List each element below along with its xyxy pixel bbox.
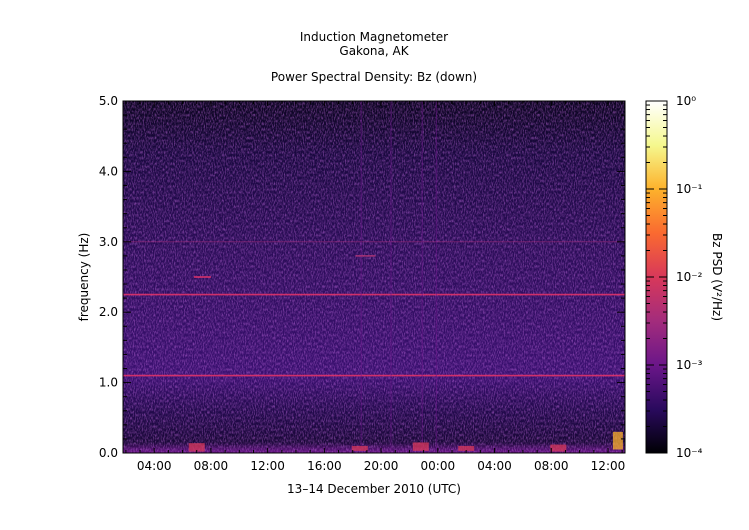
x-tick-label: 08:00	[194, 459, 229, 473]
colorbar-tick-label: 10⁻⁴	[676, 446, 703, 460]
colorbar-axis: 10⁻⁴ 10⁻³ 10⁻² 10⁻¹ 10⁰	[646, 94, 703, 460]
colorbar-tick-label: 10⁰	[676, 94, 696, 108]
plot-frame	[122, 100, 626, 454]
y-tick-label: 1.0	[99, 376, 118, 390]
y-tick-label: 2.0	[99, 305, 118, 319]
spectrogram-image	[123, 101, 625, 453]
low-frequency-burst	[188, 443, 205, 452]
y-tick-label: 3.0	[99, 235, 118, 249]
x-tick-label: 12:00	[591, 459, 626, 473]
low-frequency-burst	[351, 445, 368, 451]
chart-subtitle: Power Spectral Density: Bz (down)	[270, 70, 478, 84]
y-axis-label: frequency (Hz)	[77, 233, 91, 322]
chart-title-line1: Induction Magnetometer	[299, 30, 449, 44]
chart-title-line2: Gakona, AK	[339, 44, 409, 58]
x-tick-label: 12:00	[250, 459, 285, 473]
x-axis-label: 13–14 December 2010 (UTC)	[287, 482, 461, 496]
x-tick-label: 20:00	[364, 459, 399, 473]
colorbar-tick-label: 10⁻²	[676, 270, 703, 284]
y-tick-label: 0.0	[99, 446, 118, 460]
colorbar-tick-label: 10⁻¹	[676, 182, 703, 196]
x-tick-label: 04:00	[137, 459, 172, 473]
low-frequency-burst	[458, 445, 475, 451]
y-axis: 0.0 1.0 2.0 3.0 4.0 5.0	[99, 94, 625, 460]
x-tick-label: 08:00	[534, 459, 569, 473]
low-frequency-burst	[612, 431, 623, 450]
low-frequency-burst	[412, 442, 429, 451]
x-tick-label: 16:00	[307, 459, 342, 473]
x-tick-label: 04:00	[477, 459, 512, 473]
low-frequency-burst	[550, 444, 567, 452]
colorbar-label: Bz PSD (V²/Hz)	[710, 233, 724, 321]
x-axis: 04:00 08:00 12:00 16:00 20:00 00:00 04:00 08:00…	[125, 101, 626, 473]
x-tick-label: 00:00	[421, 459, 456, 473]
y-tick-label: 4.0	[99, 164, 118, 178]
colorbar-tick-label: 10⁻³	[676, 358, 703, 372]
y-tick-label: 5.0	[99, 94, 118, 108]
